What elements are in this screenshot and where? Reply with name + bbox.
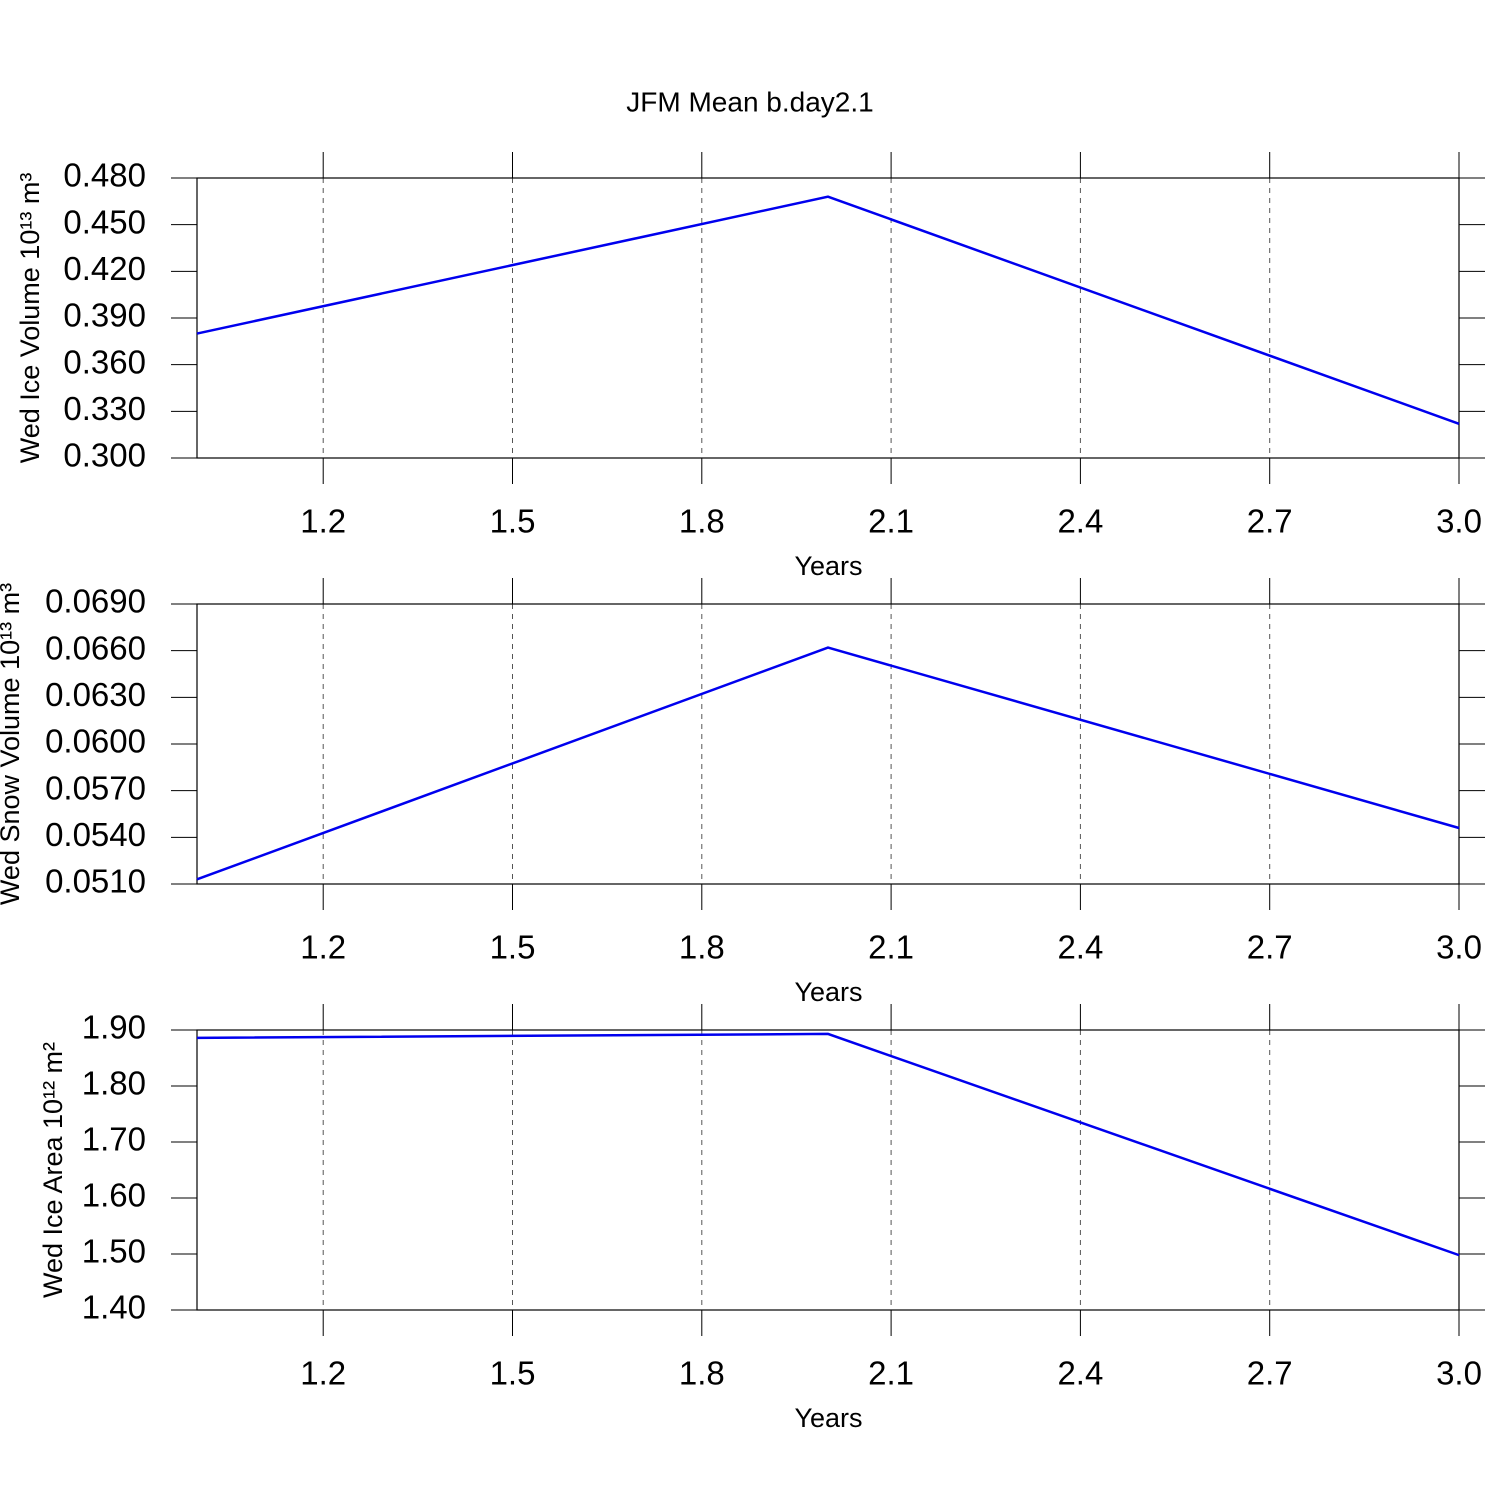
y-tick-label: 0.480 [63,157,146,194]
x-axis-label: Years [794,977,862,1007]
x-axis-label: Years [794,551,862,581]
data-line [196,1032,1460,1257]
x-tick-label: 2.4 [1057,929,1103,966]
y-tick-label: 1.90 [82,1009,146,1046]
x-tick-label: 1.8 [679,503,725,540]
x-tick-label: 3.0 [1436,1355,1482,1392]
y-tick-label: 0.0570 [45,769,146,806]
x-tick-label: 2.7 [1247,1355,1293,1392]
y-tick-label: 0.0660 [45,629,146,666]
data-line [196,195,1460,425]
x-tick-label: 2.4 [1057,503,1103,540]
data-line [196,646,1460,881]
y-tick-label: 0.330 [63,390,146,427]
y-tick-label: 0.420 [63,250,146,287]
plot-frame [196,603,1460,885]
x-tick-label: 2.1 [868,503,914,540]
plot-frame [196,1029,1460,1311]
x-tick-label: 1.2 [300,1355,346,1392]
y-tick-label: 1.50 [82,1233,146,1270]
y-tick-label: 0.300 [63,437,146,474]
x-tick-label: 2.7 [1247,503,1293,540]
x-tick-label: 1.5 [490,1355,536,1392]
x-tick-label: 2.4 [1057,1355,1103,1392]
y-tick-label: 0.0690 [45,583,146,620]
x-tick-label: 1.5 [490,503,536,540]
y-tick-label: 0.0600 [45,723,146,760]
x-axis-label: Years [794,1403,862,1433]
y-tick-label: 0.0630 [45,676,146,713]
y-tick-label: 1.70 [82,1121,146,1158]
x-tick-label: 1.2 [300,503,346,540]
y-tick-label: 1.40 [82,1289,146,1326]
y-tick-label: 0.450 [63,203,146,240]
x-tick-label: 3.0 [1436,503,1482,540]
y-tick-label: 0.0510 [45,863,146,900]
x-tick-label: 1.8 [679,1355,725,1392]
y-tick-label: 0.360 [63,343,146,380]
y-tick-label: 0.0540 [45,816,146,853]
x-tick-label: 3.0 [1436,929,1482,966]
y-axis-label: Wed Ice Area 10¹² m² [38,1042,68,1298]
x-tick-label: 1.2 [300,929,346,966]
x-tick-label: 2.1 [868,1355,914,1392]
x-tick-label: 2.1 [868,929,914,966]
x-tick-label: 1.5 [490,929,536,966]
x-tick-label: 2.7 [1247,929,1293,966]
y-axis-label: Wed Snow Volume 10¹³ m³ [0,583,25,905]
chart-title: JFM Mean b.day2.1 [626,86,873,117]
y-axis-label: Wed Ice Volume 10¹³ m³ [15,173,45,464]
plot-frame [196,177,1460,459]
y-tick-label: 0.390 [63,297,146,334]
x-tick-label: 1.8 [679,929,725,966]
y-tick-label: 1.60 [82,1177,146,1214]
y-tick-label: 1.80 [82,1065,146,1102]
